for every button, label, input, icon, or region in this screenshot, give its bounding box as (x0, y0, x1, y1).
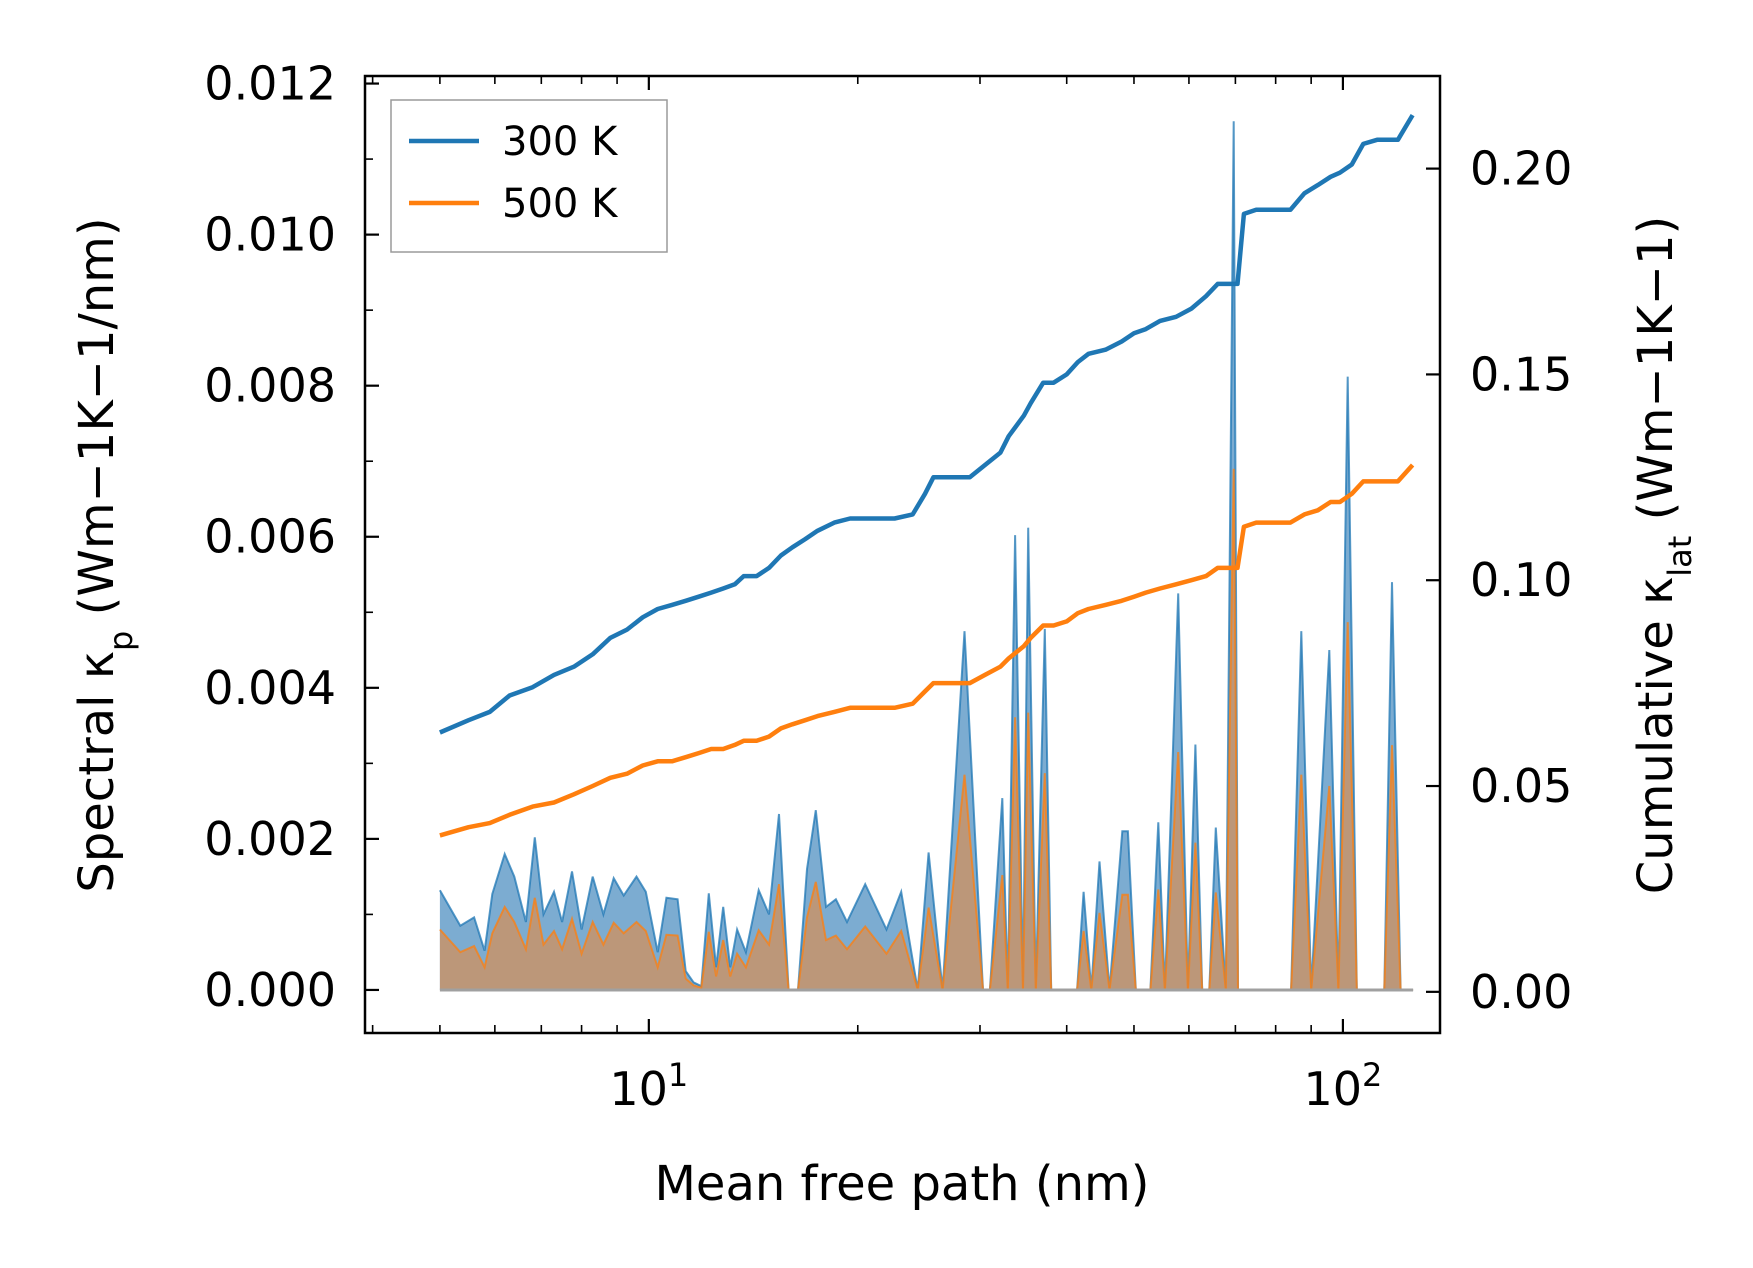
left-y-axis-title: Spectral κp (Wm−1K−1/nm) (69, 217, 140, 892)
left-y-axis-title-unit: (Wm−1K−1/nm) (69, 217, 125, 630)
x-tick-label: 101 (609, 1056, 688, 1116)
x-tick-label-base: 10 (1303, 1062, 1362, 1116)
right-y-tick-label: 0.00 (1470, 965, 1572, 1019)
right-y-axis-title-sub: lat (1661, 536, 1699, 577)
spectral-line-300k (439, 121, 1414, 991)
right-y-axis-title-unit: (Wm−1K−1) (1628, 216, 1684, 536)
legend-label-500k: 500 K (502, 181, 619, 227)
legend-label-300k: 300 K (502, 119, 619, 165)
x-tick-label-exponent: 2 (1362, 1056, 1382, 1094)
left-y-tick-label: 0.002 (204, 812, 336, 866)
spectral-area-300k (439, 121, 1414, 990)
right-y-axis-title: Cumulative κlat (Wm−1K−1) (1628, 216, 1699, 894)
ticks-group (365, 76, 1440, 1033)
cumulative-line-300k (439, 113, 1415, 735)
right-y-tick-label: 0.20 (1470, 142, 1572, 196)
left-y-axis-title-main: Spectral κ (69, 651, 125, 893)
x-tick-label-base: 10 (609, 1062, 668, 1116)
legend: 300 K 500 K (390, 99, 668, 253)
left-y-tick-label: 0.000 (204, 963, 336, 1017)
spectral-fill-group (439, 121, 1414, 992)
right-y-tick-label: 0.10 (1470, 553, 1572, 607)
left-y-tick-label: 0.010 (204, 208, 336, 262)
left-y-tick-label: 0.012 (204, 57, 336, 111)
tick-labels-group: 0.000 0.002 0.004 0.006 0.008 0.010 0.012 0.00 0… (204, 57, 1572, 1116)
left-y-tick-label: 0.006 (204, 510, 336, 564)
x-tick-label-exponent: 1 (668, 1056, 688, 1094)
spectral-line-500k (439, 468, 1414, 991)
cumulative-line-500k (439, 463, 1415, 838)
right-y-tick-label: 0.15 (1470, 347, 1572, 401)
left-y-tick-label: 0.004 (204, 661, 336, 715)
left-y-axis-title-sub: p (102, 631, 140, 651)
plot-frame (363, 74, 1442, 1035)
right-y-tick-label: 0.05 (1470, 759, 1572, 813)
right-y-axis-title-main: Cumulative κ (1628, 577, 1684, 895)
spectral-area-500k (439, 468, 1414, 990)
series-lines-group (439, 113, 1415, 838)
left-y-tick-label: 0.008 (204, 359, 336, 413)
x-axis-title: Mean free path (nm) (655, 1156, 1150, 1212)
legend-box (390, 99, 668, 253)
x-tick-label: 102 (1303, 1056, 1382, 1116)
